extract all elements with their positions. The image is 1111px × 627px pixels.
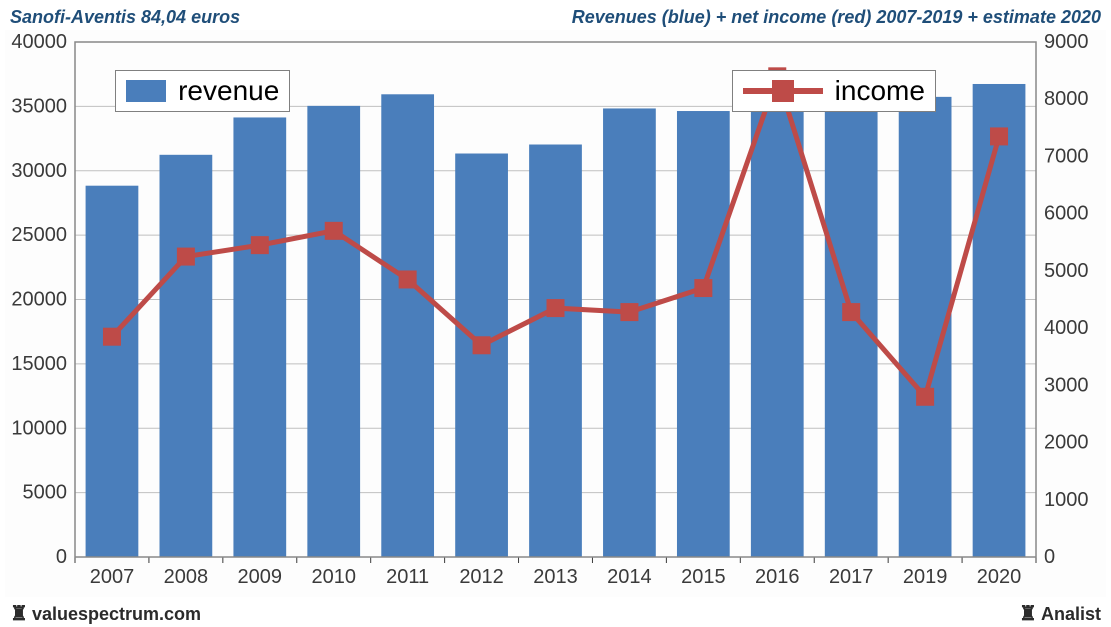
chart-title-right: Revenues (blue) + net income (red) 2007-… bbox=[572, 7, 1101, 28]
svg-text:2019: 2019 bbox=[903, 566, 948, 588]
legend-income-label: income bbox=[835, 75, 925, 107]
income-marker bbox=[990, 127, 1008, 145]
svg-text:0: 0 bbox=[1044, 546, 1055, 568]
svg-text:7000: 7000 bbox=[1044, 145, 1089, 167]
income-marker bbox=[103, 328, 121, 346]
bar bbox=[160, 155, 212, 557]
svg-text:15000: 15000 bbox=[11, 353, 67, 375]
svg-text:3000: 3000 bbox=[1044, 374, 1089, 396]
svg-text:6000: 6000 bbox=[1044, 203, 1089, 225]
svg-text:2007: 2007 bbox=[90, 566, 135, 588]
income-marker bbox=[547, 299, 565, 317]
svg-text:25000: 25000 bbox=[11, 224, 67, 246]
bar bbox=[604, 109, 656, 557]
svg-text:40000: 40000 bbox=[11, 31, 67, 53]
legend-income-swatch bbox=[743, 76, 823, 106]
svg-text:2015: 2015 bbox=[681, 566, 726, 588]
footer-right: ♜Analist bbox=[1019, 601, 1101, 626]
svg-text:2013: 2013 bbox=[533, 566, 578, 588]
chart-svg: 0500010000150002000025000300003500040000… bbox=[5, 30, 1106, 597]
bar bbox=[973, 84, 1025, 557]
bar bbox=[825, 99, 877, 557]
svg-text:2012: 2012 bbox=[459, 566, 504, 588]
svg-text:2014: 2014 bbox=[607, 566, 652, 588]
bar bbox=[86, 186, 138, 557]
chart-title-left: Sanofi-Aventis 84,04 euros bbox=[10, 7, 240, 28]
bar bbox=[677, 112, 729, 557]
svg-text:2016: 2016 bbox=[755, 566, 800, 588]
svg-text:35000: 35000 bbox=[11, 95, 67, 117]
svg-text:2008: 2008 bbox=[164, 566, 209, 588]
svg-text:4000: 4000 bbox=[1044, 317, 1089, 339]
svg-text:5000: 5000 bbox=[23, 482, 68, 504]
income-marker bbox=[620, 303, 638, 321]
chart-area: 0500010000150002000025000300003500040000… bbox=[5, 30, 1106, 597]
svg-text:2020: 2020 bbox=[977, 566, 1022, 588]
svg-text:20000: 20000 bbox=[11, 289, 67, 311]
bar bbox=[234, 118, 286, 557]
svg-text:1000: 1000 bbox=[1044, 489, 1089, 511]
legend-revenue: revenue bbox=[115, 70, 290, 112]
income-marker bbox=[842, 303, 860, 321]
svg-text:2010: 2010 bbox=[311, 566, 356, 588]
bar bbox=[382, 95, 434, 557]
rook-icon: ♜ bbox=[1019, 603, 1037, 625]
income-marker bbox=[399, 270, 417, 288]
svg-text:8000: 8000 bbox=[1044, 88, 1089, 110]
svg-text:5000: 5000 bbox=[1044, 260, 1089, 282]
bar bbox=[456, 154, 508, 557]
svg-text:2011: 2011 bbox=[386, 566, 429, 588]
income-marker bbox=[916, 388, 934, 406]
income-marker bbox=[251, 236, 269, 254]
bar bbox=[530, 145, 582, 557]
svg-text:0: 0 bbox=[56, 546, 67, 568]
income-marker bbox=[473, 336, 491, 354]
svg-text:2009: 2009 bbox=[238, 566, 283, 588]
svg-text:2000: 2000 bbox=[1044, 432, 1089, 454]
legend-revenue-swatch bbox=[126, 80, 166, 102]
footer-left: ♜valuespectrum.com bbox=[10, 601, 201, 626]
bar bbox=[308, 106, 360, 557]
income-marker bbox=[325, 222, 343, 240]
legend-revenue-label: revenue bbox=[178, 75, 279, 107]
legend-income: income bbox=[732, 70, 936, 112]
income-marker bbox=[177, 248, 195, 266]
svg-text:30000: 30000 bbox=[11, 160, 67, 182]
bar bbox=[751, 91, 803, 557]
rook-icon: ♜ bbox=[10, 603, 28, 625]
svg-text:10000: 10000 bbox=[11, 417, 67, 439]
income-marker bbox=[694, 279, 712, 297]
svg-text:9000: 9000 bbox=[1044, 31, 1089, 53]
svg-text:2017: 2017 bbox=[829, 566, 874, 588]
